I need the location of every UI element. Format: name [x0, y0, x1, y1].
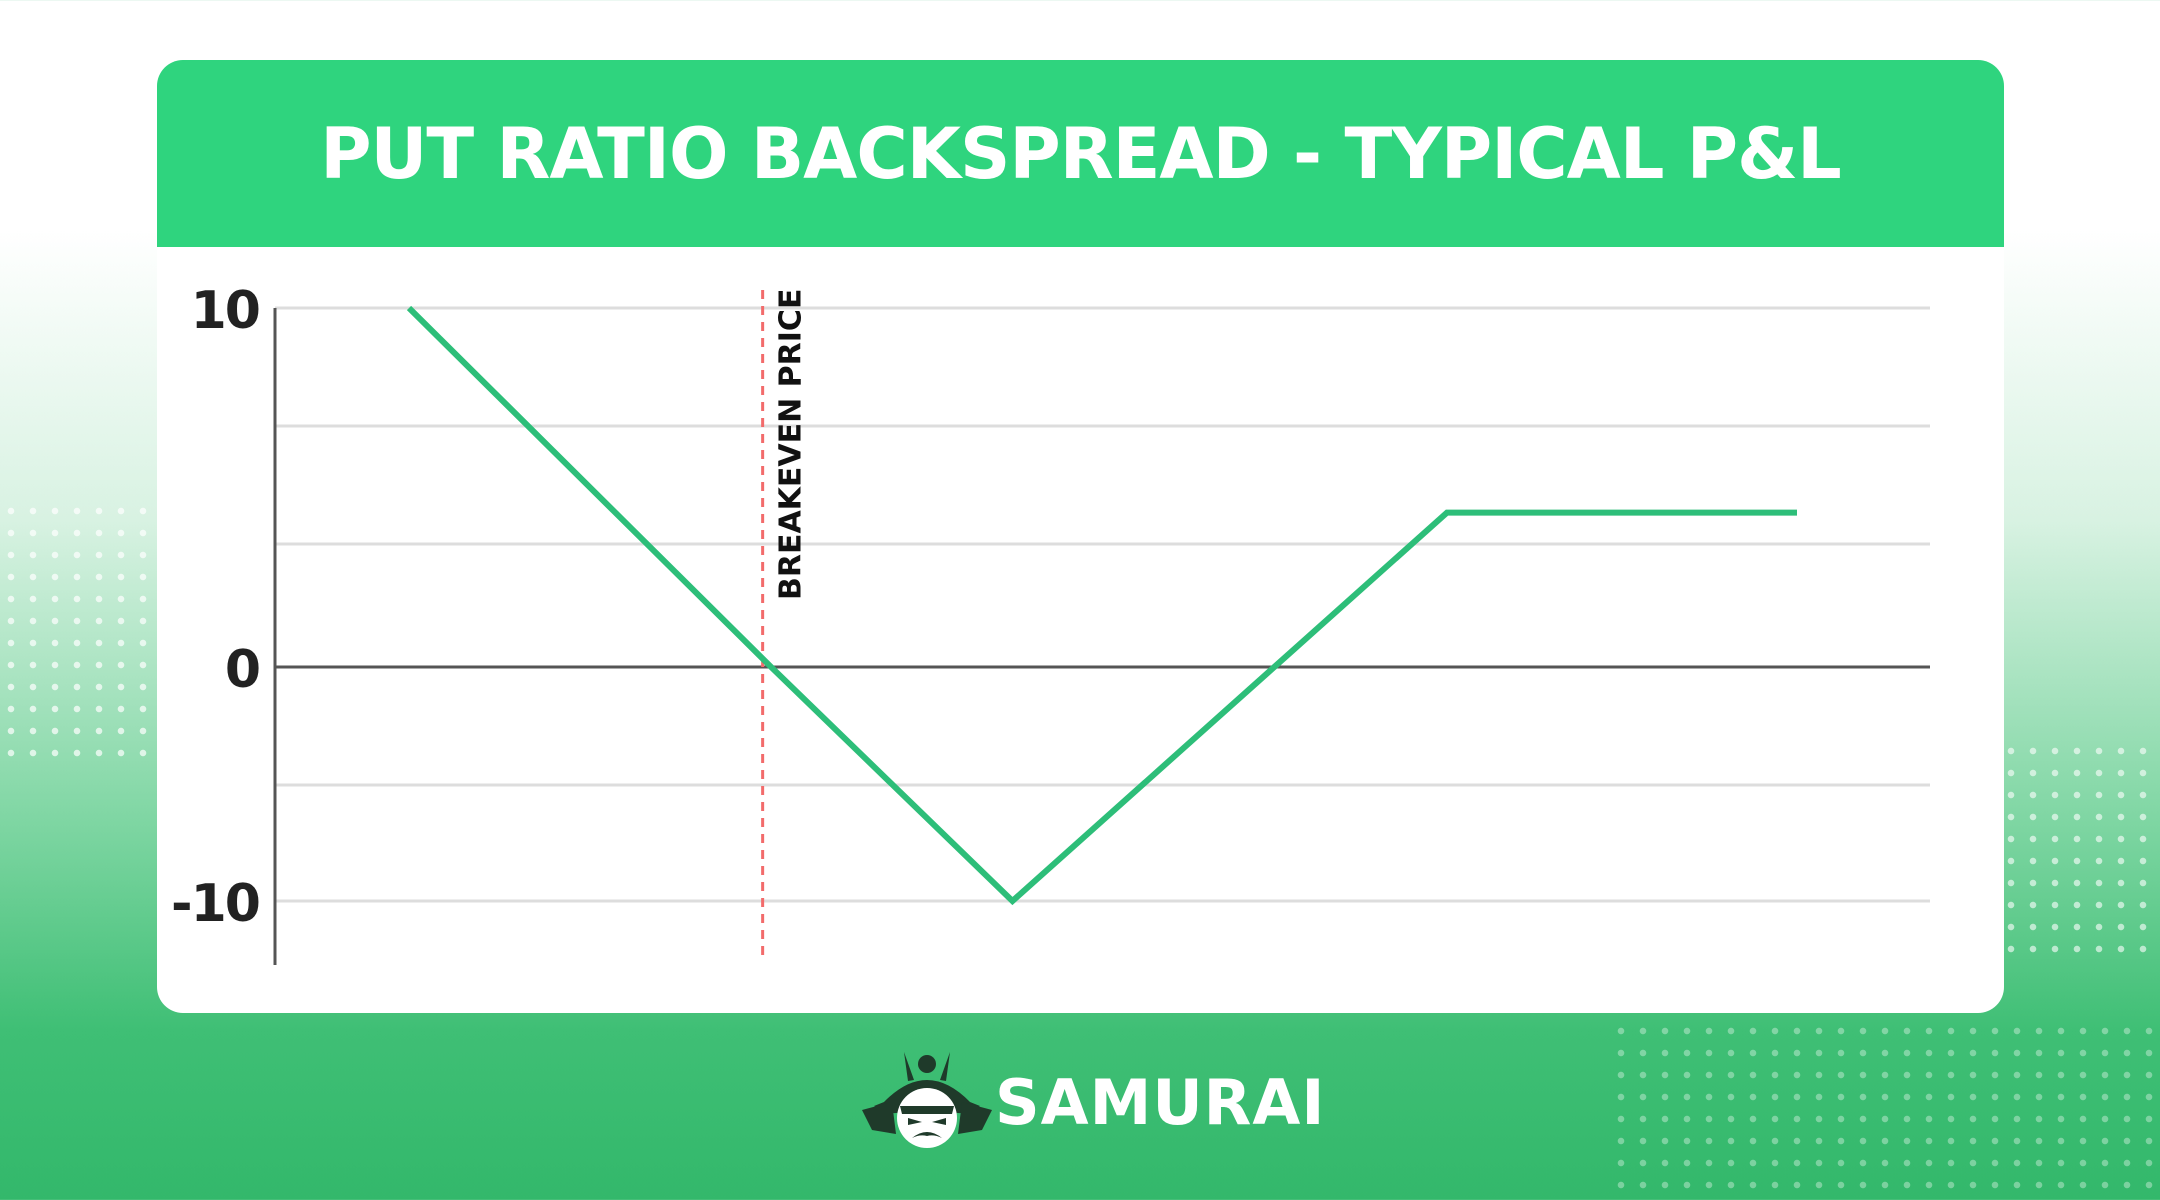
y-tick-label: 0: [225, 640, 259, 700]
chart-title: PUT RATIO BACKSPREAD - TYPICAL P&L: [320, 112, 1841, 195]
y-tick-label: -10: [171, 874, 259, 934]
brand-footer: SAMURAI: [862, 1050, 1324, 1150]
breakeven-label: BREAKEVEN PRICE: [774, 289, 809, 600]
pnl-series-line: [406, 305, 1797, 906]
decorative-dot-pattern: [2000, 740, 2160, 960]
chart-card: PUT RATIO BACKSPREAD - TYPICAL P&L 10 0 -1…: [157, 60, 2004, 1013]
brand-name: SAMURAI: [995, 1066, 1326, 1139]
samurai-helmet-icon: [862, 1052, 992, 1148]
decorative-dot-pattern: [0, 500, 160, 760]
y-tick-label: 10: [191, 281, 259, 341]
pnl-chart: 10 0 -10 BREAKEVEN PRICE: [171, 281, 1930, 965]
chart-header: PUT RATIO BACKSPREAD - TYPICAL P&L: [157, 60, 2004, 247]
decorative-dot-pattern: [1610, 1020, 2160, 1200]
